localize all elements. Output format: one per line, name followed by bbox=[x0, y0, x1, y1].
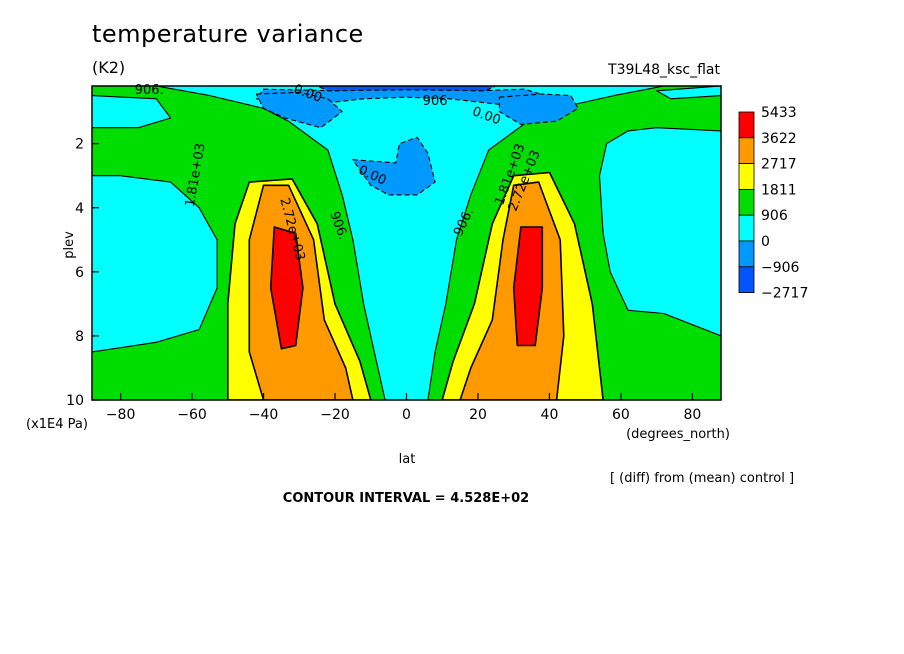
legend-label: 3622 bbox=[761, 131, 797, 147]
contour-interval: CONTOUR INTERVAL = 4.528E+02 bbox=[283, 491, 529, 506]
y-tick-label: 10 bbox=[66, 393, 84, 409]
contour-label: 906 bbox=[423, 94, 448, 109]
region-blue-north bbox=[498, 93, 579, 125]
region-blue-top-strip bbox=[316, 86, 497, 92]
region-blue-centre bbox=[352, 136, 436, 196]
y-units-label: (x1E4 Pa) bbox=[26, 417, 88, 432]
chart-title: temperature variance bbox=[92, 20, 364, 48]
legend-swatch bbox=[738, 163, 755, 190]
region-red-north bbox=[512, 226, 544, 347]
y-axis-label: plev bbox=[62, 231, 77, 259]
legend-label: 5433 bbox=[761, 105, 797, 121]
legend-label: 906 bbox=[761, 208, 788, 224]
x-axis: −80 −60 −40 −20 0 20 40 60 80 bbox=[106, 393, 701, 423]
x-tick-label: 40 bbox=[541, 407, 559, 423]
x-tick-label: −40 bbox=[249, 407, 279, 423]
legend-swatch bbox=[738, 214, 755, 242]
legend-label: 0 bbox=[761, 234, 770, 250]
x-tick-label: 80 bbox=[683, 407, 701, 423]
legend-label: −906 bbox=[761, 260, 800, 276]
legend-label: 2717 bbox=[761, 157, 797, 173]
x-tick-label: −20 bbox=[320, 407, 350, 423]
color-legend: 5433 3622 2717 1811 906 0 −906 −2717 bbox=[738, 105, 808, 302]
y-axis: 2 4 6 8 10 bbox=[66, 137, 99, 409]
x-tick-label: −80 bbox=[106, 407, 136, 423]
legend-swatch bbox=[738, 111, 755, 139]
contour-label: 906. bbox=[135, 83, 164, 98]
x-tick-label: −60 bbox=[177, 407, 207, 423]
legend-label: 1811 bbox=[761, 182, 797, 198]
legend-swatch bbox=[738, 188, 755, 216]
x-tick-label: 60 bbox=[612, 407, 630, 423]
y-tick-label: 8 bbox=[75, 329, 84, 345]
x-units-label: (degrees_north) bbox=[626, 427, 730, 442]
x-tick-label: 0 bbox=[402, 407, 411, 423]
region-red-south bbox=[269, 226, 304, 350]
filled-contours bbox=[92, 86, 721, 400]
y-tick-label: 4 bbox=[75, 201, 84, 217]
y-tick-label: 6 bbox=[75, 265, 84, 281]
region-blue-south bbox=[255, 91, 343, 129]
legend-swatch bbox=[738, 266, 755, 293]
units-label: (K2) bbox=[92, 58, 126, 77]
y-tick-label: 2 bbox=[75, 137, 84, 153]
experiment-label: T39L48_ksc_flat bbox=[608, 62, 720, 78]
legend-swatch bbox=[738, 240, 755, 268]
legend-swatch bbox=[738, 137, 755, 165]
diff-note: [ (diff) from (mean) control ] bbox=[610, 471, 794, 486]
x-axis-label: lat bbox=[399, 452, 416, 467]
x-tick-label: 20 bbox=[469, 407, 487, 423]
legend-label: −2717 bbox=[761, 286, 808, 302]
